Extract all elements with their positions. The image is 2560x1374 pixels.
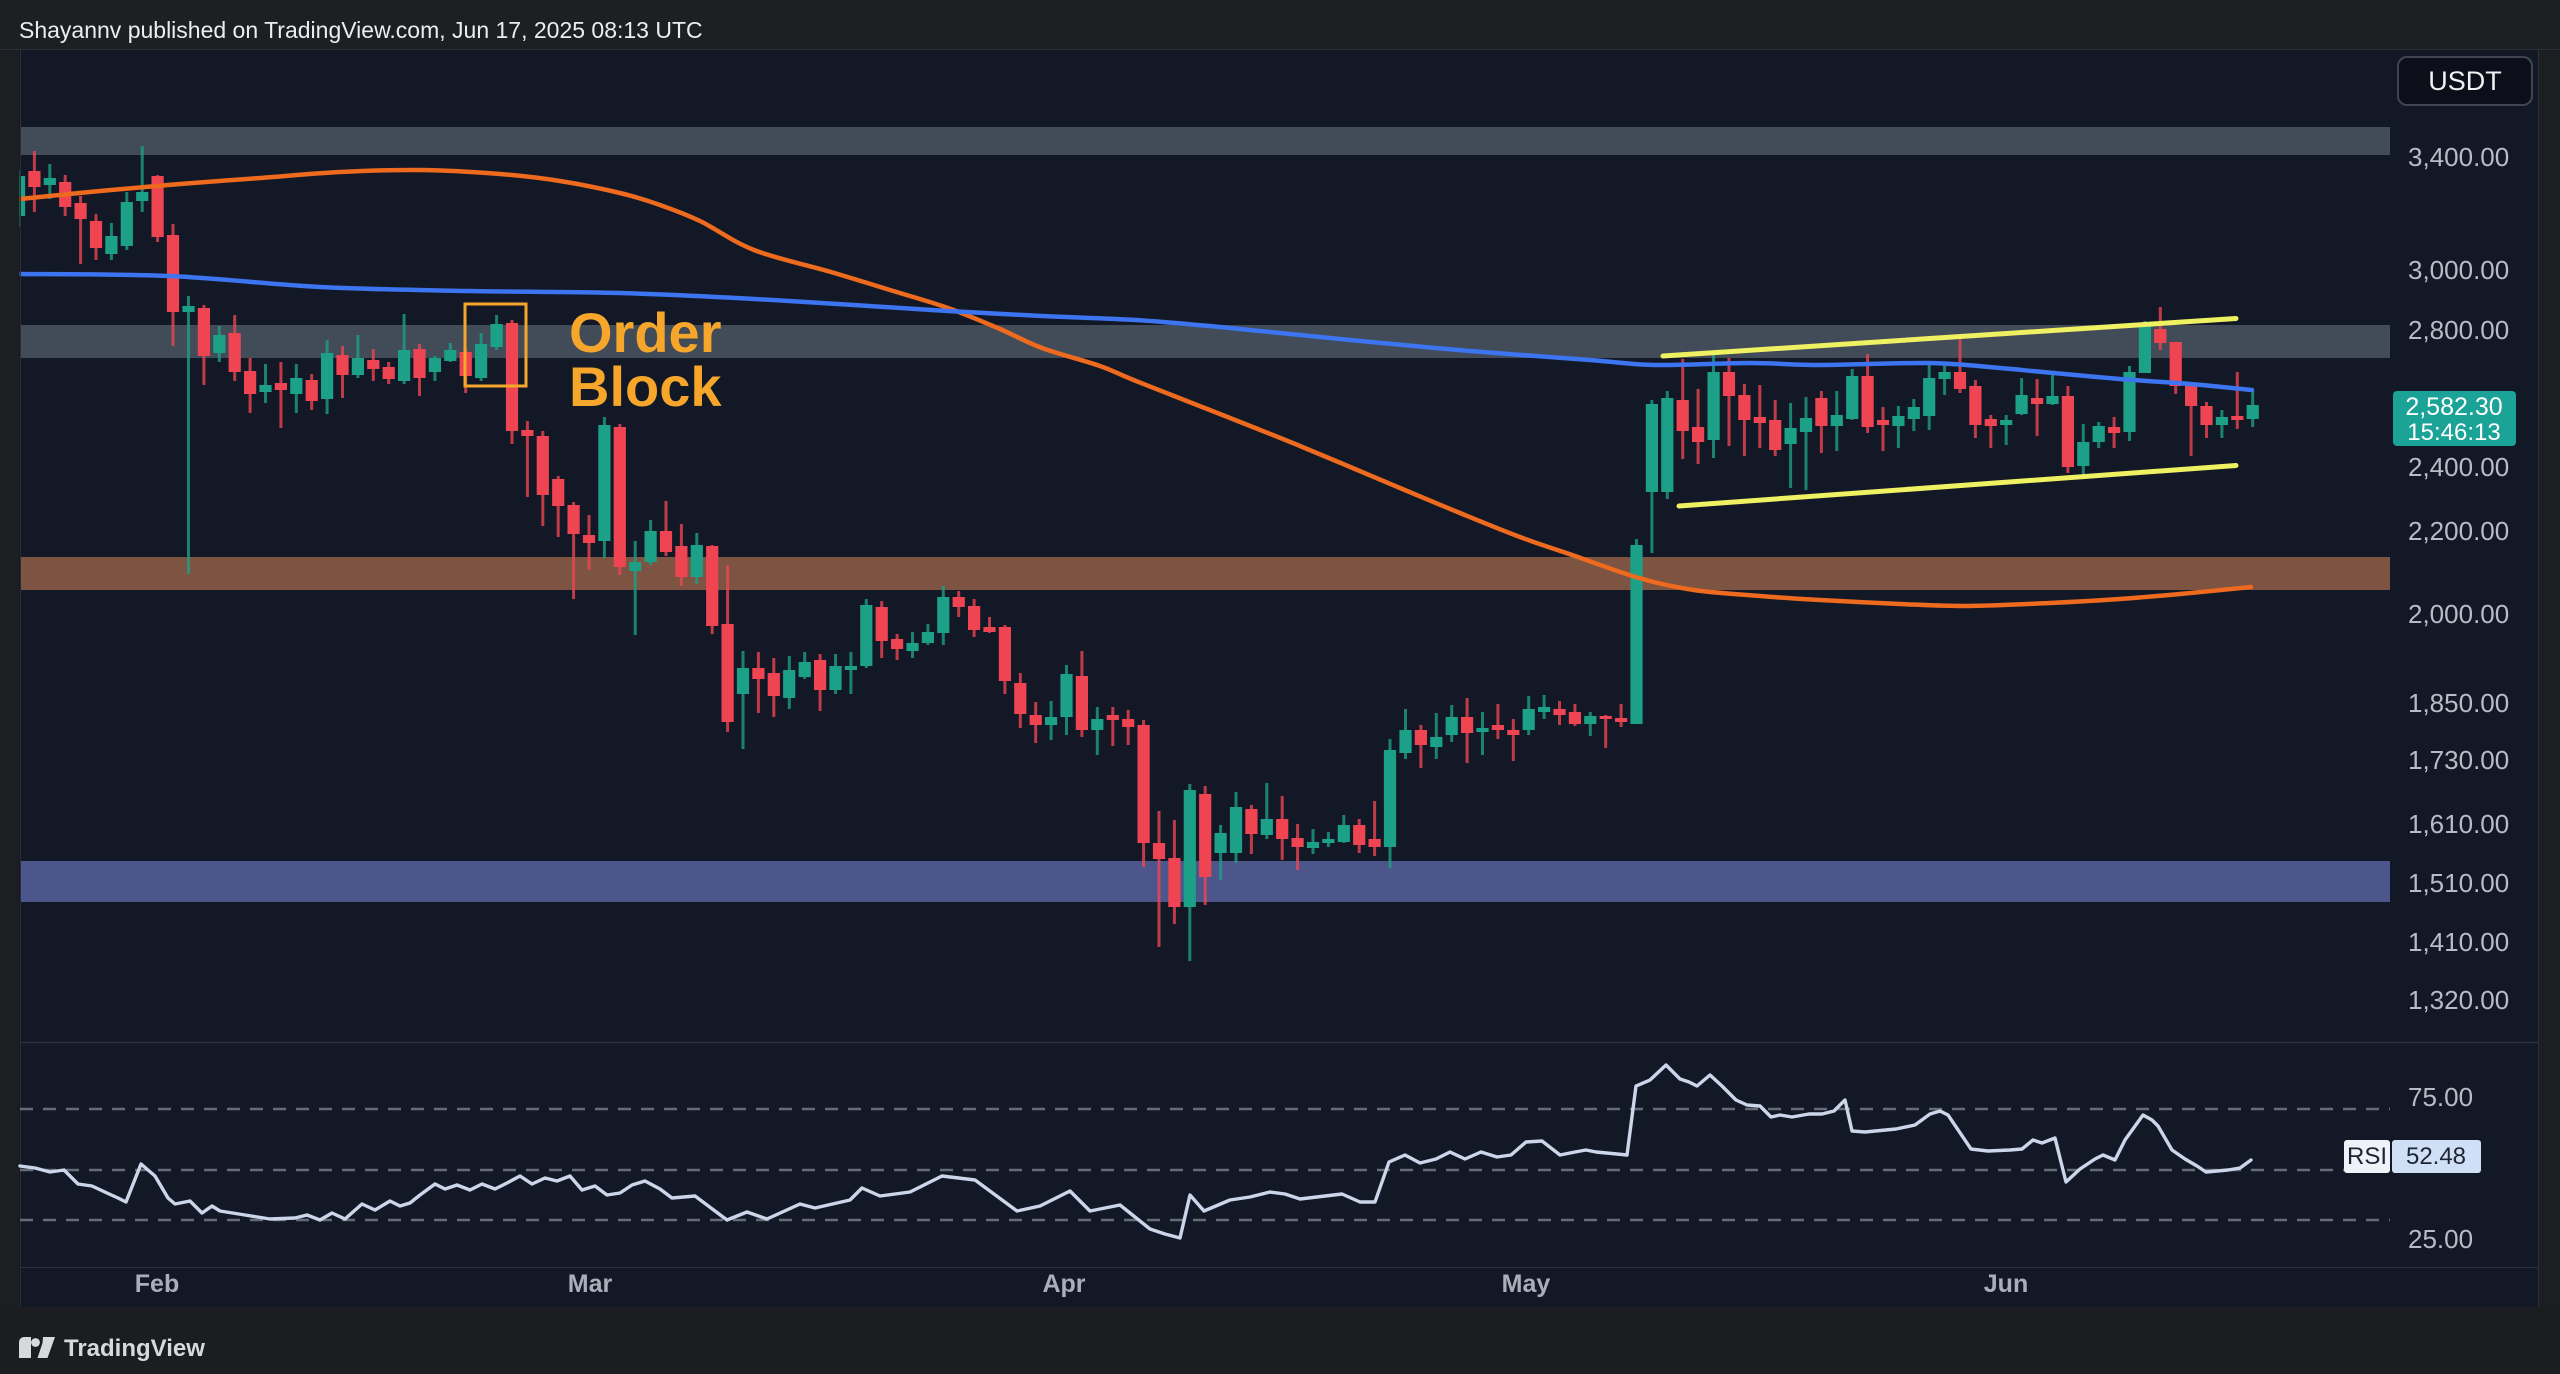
- svg-text:52.48: 52.48: [2406, 1143, 2466, 1170]
- svg-text:3,000.00: 3,000.00: [2408, 255, 2509, 285]
- svg-text:1,320.00: 1,320.00: [2408, 985, 2509, 1015]
- svg-text:15:46:13: 15:46:13: [2407, 419, 2500, 446]
- svg-text:1,510.00: 1,510.00: [2408, 868, 2509, 898]
- svg-text:Feb: Feb: [135, 1270, 179, 1298]
- svg-text:75.00: 75.00: [2408, 1082, 2473, 1112]
- svg-text:USDT: USDT: [2428, 66, 2502, 96]
- svg-text:Mar: Mar: [568, 1270, 613, 1298]
- svg-text:RSI: RSI: [2347, 1143, 2387, 1170]
- svg-text:2,800.00: 2,800.00: [2408, 315, 2509, 345]
- svg-text:1,610.00: 1,610.00: [2408, 809, 2509, 839]
- svg-text:Jun: Jun: [1984, 1270, 2028, 1298]
- svg-text:Block: Block: [569, 355, 722, 418]
- svg-text:Shayannv published on TradingV: Shayannv published on TradingView.com, J…: [19, 17, 703, 43]
- svg-text:Order: Order: [569, 301, 722, 364]
- svg-text:Apr: Apr: [1042, 1270, 1085, 1298]
- svg-text:3,400.00: 3,400.00: [2408, 142, 2509, 172]
- svg-text:2,400.00: 2,400.00: [2408, 452, 2509, 482]
- svg-text:25.00: 25.00: [2408, 1224, 2473, 1254]
- svg-text:2,000.00: 2,000.00: [2408, 599, 2509, 629]
- svg-text:May: May: [1502, 1270, 1551, 1298]
- svg-text:1,410.00: 1,410.00: [2408, 927, 2509, 957]
- svg-text:2,200.00: 2,200.00: [2408, 516, 2509, 546]
- svg-text:1,730.00: 1,730.00: [2408, 745, 2509, 775]
- svg-text:1,850.00: 1,850.00: [2408, 688, 2509, 718]
- svg-text:2,582.30: 2,582.30: [2405, 393, 2502, 421]
- svg-text:TradingView: TradingView: [64, 1335, 205, 1362]
